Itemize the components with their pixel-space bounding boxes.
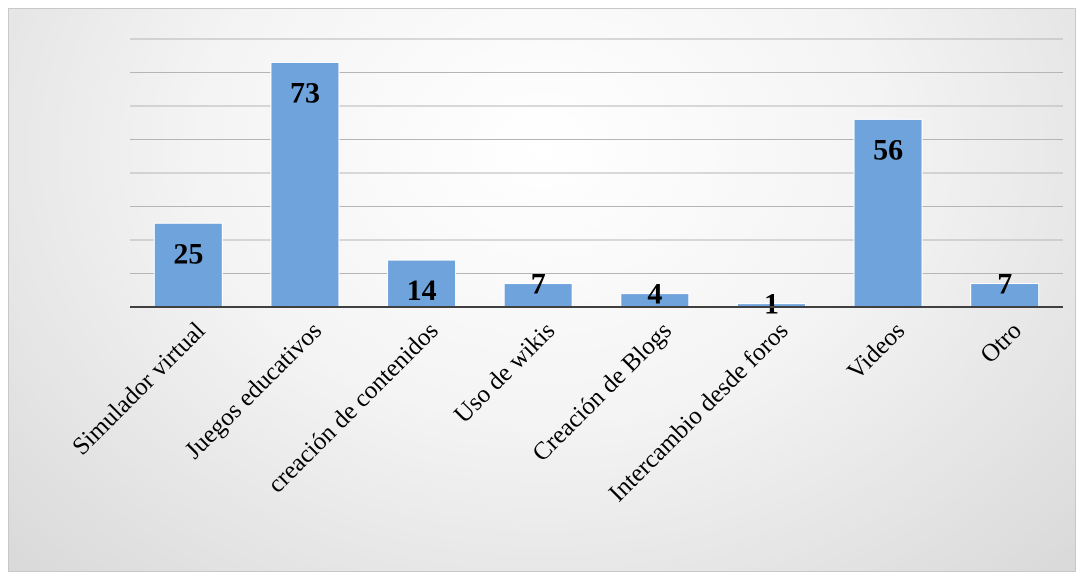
data-label: 4 <box>647 278 662 311</box>
bar <box>853 118 923 308</box>
data-label: 1 <box>764 288 779 321</box>
data-label: 56 <box>873 133 903 166</box>
data-label: 7 <box>997 268 1012 301</box>
data-label: 73 <box>290 76 320 109</box>
category-label: Otro <box>975 317 1026 368</box>
bar <box>153 222 223 308</box>
data-label: 7 <box>531 268 546 301</box>
bar <box>270 61 340 308</box>
data-label: 25 <box>173 237 203 270</box>
bar <box>387 259 457 308</box>
category-label: Uso de wikis <box>449 317 560 428</box>
category-label: Videos <box>842 317 910 385</box>
data-label: 14 <box>407 274 437 307</box>
